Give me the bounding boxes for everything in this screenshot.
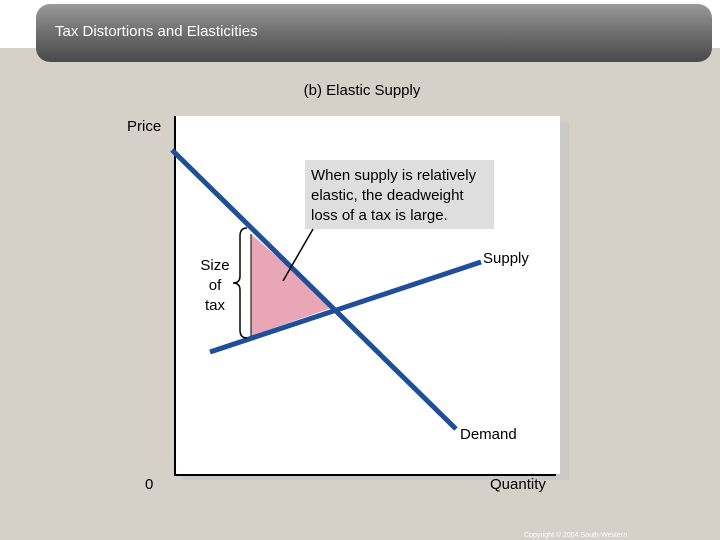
tax-label: tax <box>205 297 226 314</box>
tax-brace <box>232 227 248 339</box>
annotation-text: When supply is relatively <box>311 167 477 184</box>
tax-label: Size <box>200 257 229 274</box>
demand-label: Demand <box>460 426 517 443</box>
banner <box>36 4 712 62</box>
origin-label: 0 <box>145 476 153 493</box>
demand-curve <box>170 148 458 431</box>
panel-subtitle: (b) Elastic Supply <box>304 82 421 99</box>
deadweight-loss <box>251 234 334 336</box>
x-axis-label: Quantity <box>490 476 546 493</box>
annotation-text: elastic, the deadweight <box>311 187 464 204</box>
supply-curve <box>209 259 482 355</box>
y-axis-label: Price <box>127 118 161 135</box>
annotation-pointer <box>282 228 314 282</box>
slide-title: Tax Distortions and Elasticities <box>55 23 258 40</box>
supply-label: Supply <box>483 250 529 267</box>
annotation-box <box>305 160 494 229</box>
copyright: Copyright © 2004 South-Western <box>524 531 627 539</box>
tax-label: of <box>209 277 222 294</box>
annotation-text: loss of a tax is large. <box>311 207 448 224</box>
